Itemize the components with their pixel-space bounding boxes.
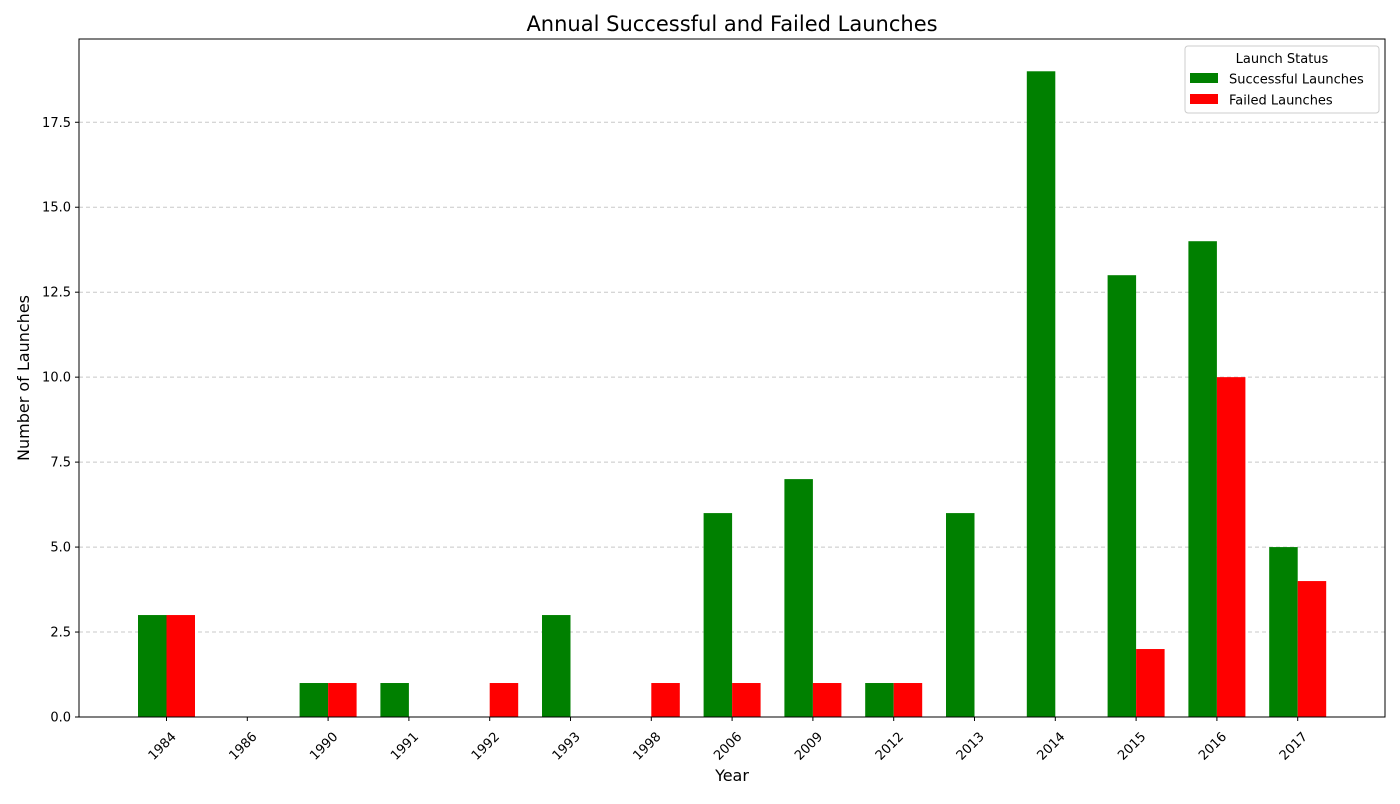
x-tick-label: 2015 <box>1115 730 1149 764</box>
y-tick-label: 2.5 <box>50 626 71 641</box>
bars <box>138 71 1327 718</box>
legend-label-failed: Failed Launches <box>1229 94 1333 109</box>
legend-swatch-failed <box>1190 94 1218 104</box>
successful-bar-2017 <box>1269 547 1298 717</box>
failed-bar-2006 <box>732 683 761 717</box>
failed-bar-1992 <box>489 683 519 717</box>
x-axis-label: Year <box>714 766 749 785</box>
x-tick-labels: 1984 1986 1990 1991 1992 1993 1998 2006 2009 2012… <box>146 717 1311 764</box>
legend-label-successful: Successful Launches <box>1229 73 1364 88</box>
legend-swatch-successful <box>1190 73 1218 83</box>
y-tick-labels: 0.0 2.5 5.0 7.5 10.0 12.5 15.0 17.5 <box>42 116 79 726</box>
x-tick-label: 2016 <box>1196 730 1230 764</box>
successful-bar-1984 <box>138 615 167 717</box>
y-tick-label: 17.5 <box>42 116 71 131</box>
x-tick-label: 1998 <box>630 730 664 764</box>
failed-bar-2009 <box>812 683 842 717</box>
legend: Launch Status Successful Launches Failed … <box>1184 45 1380 114</box>
chart-title: Annual Successful and Failed Launches <box>526 12 937 36</box>
x-tick-label: 2017 <box>1277 730 1311 764</box>
successful-bar-1990 <box>299 683 329 717</box>
successful-bar-2013 <box>946 513 975 717</box>
x-tick-label: 1991 <box>388 730 422 764</box>
failed-bar-2017 <box>1297 581 1327 717</box>
successful-bar-2014 <box>1026 71 1056 718</box>
x-tick-label: 1990 <box>307 730 341 764</box>
y-tick-label: 7.5 <box>50 456 71 471</box>
legend-title: Launch Status <box>1236 52 1329 67</box>
successful-bar-1993 <box>542 615 571 717</box>
y-gridlines <box>79 121 1385 633</box>
y-tick-label: 5.0 <box>50 541 71 556</box>
y-tick-label: 0.0 <box>50 711 71 726</box>
successful-bar-2006 <box>703 513 733 717</box>
x-tick-label: 2006 <box>711 730 745 764</box>
failed-bar-2016 <box>1216 377 1246 717</box>
failed-bar-1990 <box>328 683 357 717</box>
successful-bar-2009 <box>784 479 813 717</box>
y-tick-label: 15.0 <box>42 201 71 216</box>
x-tick-label: 1986 <box>226 730 260 764</box>
failed-bar-2015 <box>1136 649 1165 717</box>
x-tick-label: 2014 <box>1034 730 1068 764</box>
y-tick-label: 10.0 <box>42 371 71 386</box>
x-tick-label: 1993 <box>550 730 584 764</box>
successful-bar-2015 <box>1107 275 1137 717</box>
failed-bar-1998 <box>651 683 680 717</box>
failed-bar-2012 <box>893 683 923 717</box>
legend-box <box>1184 45 1380 114</box>
x-tick-label: 2012 <box>873 730 907 764</box>
successful-bar-1991 <box>380 683 409 717</box>
x-tick-label: 2013 <box>954 730 988 764</box>
y-tick-label: 12.5 <box>42 286 71 301</box>
x-tick-label: 1992 <box>469 730 503 764</box>
successful-bar-2016 <box>1188 241 1217 718</box>
x-tick-label: 1984 <box>146 730 180 764</box>
y-axis-label: Number of Launches <box>14 295 33 461</box>
successful-bar-2012 <box>865 683 894 717</box>
x-tick-label: 2009 <box>792 730 826 764</box>
failed-bar-1984 <box>166 615 195 717</box>
